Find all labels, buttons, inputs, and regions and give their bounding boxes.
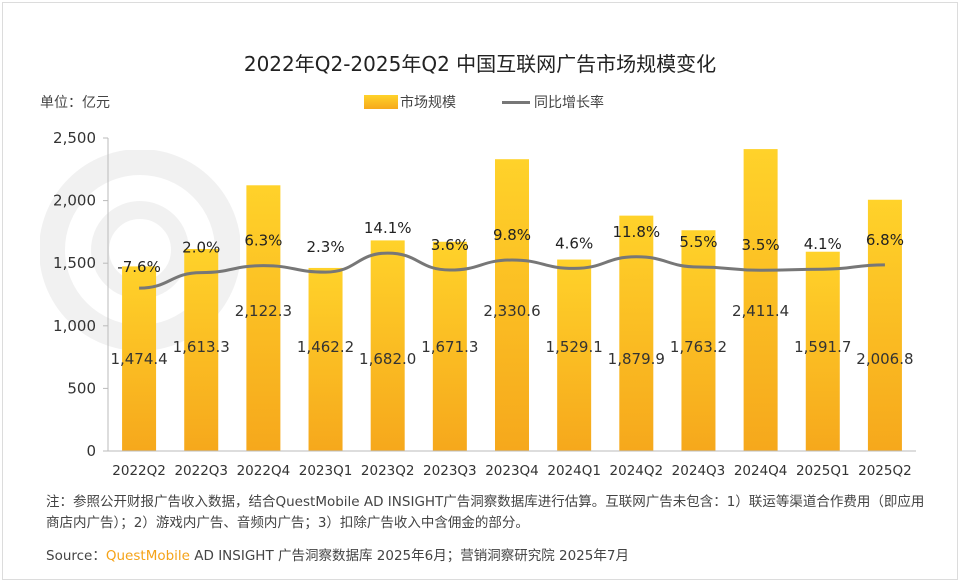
bar-value-label: 1,591.7 [794, 338, 851, 356]
x-tick-label: 2025Q2 [858, 463, 912, 479]
x-tick-label: 2025Q1 [796, 463, 850, 479]
growth-value-label: 4.6% [555, 234, 593, 252]
growth-value-label: 6.3% [244, 232, 282, 250]
footnote: 注：参照公开财报广告收入数据，结合QuestMobile AD INSIGHT广… [46, 494, 925, 531]
bar-value-label: 1,671.3 [421, 338, 478, 356]
x-tick-label: 2023Q4 [485, 463, 539, 479]
bar [122, 266, 157, 451]
x-tick-label: 2023Q1 [299, 463, 353, 479]
bar-value-label: 1,529.1 [546, 338, 603, 356]
bar [619, 215, 654, 451]
bar-value-label: 1,879.9 [608, 350, 665, 368]
x-tick-label: 2024Q4 [734, 463, 788, 479]
legend-line-label: 同比增长率 [534, 95, 604, 111]
source-brand: QuestMobile [105, 548, 190, 564]
bar [495, 159, 529, 452]
x-tick-label: 2024Q2 [610, 463, 664, 479]
bar [246, 185, 281, 452]
x-tick-label: 2022Q3 [174, 463, 228, 479]
bar [557, 259, 592, 451]
bar-value-label: 1,462.2 [297, 338, 354, 356]
x-tick-label: 2024Q1 [547, 463, 601, 479]
bar-value-label: 2,006.8 [856, 350, 913, 368]
growth-value-label: 3.5% [742, 236, 780, 254]
bar-value-label: 2,411.4 [732, 302, 789, 320]
growth-value-label: 5.5% [679, 233, 717, 251]
legend-bar-label: 市场规模 [400, 95, 456, 111]
x-tick-label: 2024Q3 [672, 463, 726, 479]
growth-line [139, 251, 885, 290]
x-tick-label: 2022Q4 [237, 463, 291, 479]
bar-value-label: 2,330.6 [483, 302, 540, 320]
bar-value-label: 1,613.3 [173, 338, 230, 356]
x-tick-label: 2023Q3 [423, 463, 477, 479]
bar [370, 240, 405, 451]
legend-bar-swatch [364, 95, 398, 109]
bar-line-chart: 0 500 1,000 1,500 2,000 2,500 1,474.4 1,613.3 2… [53, 129, 916, 479]
y-tick-label: 0 [86, 442, 96, 460]
source-line: Source：QuestMobile AD INSIGHT 广告洞察数据库 20… [46, 544, 629, 564]
growth-value-label: 4.1% [804, 235, 842, 253]
bar-value-label: 2,122.3 [235, 302, 292, 320]
bar [184, 249, 219, 451]
chart-title: 2022年Q2-2025年Q2 中国互联网广告市场规模变化 [243, 52, 717, 76]
bar [432, 241, 467, 451]
growth-value-label: 2.0% [182, 239, 220, 257]
y-tick-label: 500 [67, 379, 96, 397]
y-tick-label: 2,000 [53, 192, 96, 210]
legend-line-swatch [502, 100, 530, 104]
growth-value-label: 3.6% [431, 236, 469, 254]
y-tick-label: 1,000 [53, 317, 96, 335]
bar [805, 251, 840, 451]
bar [308, 267, 343, 451]
growth-value-label: 11.8% [612, 223, 660, 241]
growth-value-label: 14.1% [364, 219, 412, 237]
x-tick-label: 2022Q2 [112, 463, 166, 479]
growth-value-label: 9.8% [493, 226, 531, 244]
x-tick-label: 2023Q2 [361, 463, 415, 479]
growth-value-label: 6.8% [866, 231, 904, 249]
unit-label: 单位：亿元 [40, 95, 110, 111]
bar [867, 199, 902, 451]
y-tick-label: 2,500 [53, 129, 96, 147]
bar-value-label: 1,763.2 [670, 338, 727, 356]
bar [743, 149, 778, 451]
growth-value-label: -7.6% [117, 258, 161, 276]
bar-value-label: 1,474.4 [110, 350, 167, 368]
y-tick-label: 1,500 [53, 254, 96, 272]
chart-legend: 市场规模 同比增长率 [364, 92, 604, 112]
bar-value-label: 1,682.0 [359, 350, 416, 368]
source-rest: AD INSIGHT 广告洞察数据库 2025年6月；营销洞察研究院 2025年… [189, 548, 629, 564]
source-prefix: Source： [46, 548, 106, 564]
growth-value-label: 2.3% [306, 238, 344, 256]
